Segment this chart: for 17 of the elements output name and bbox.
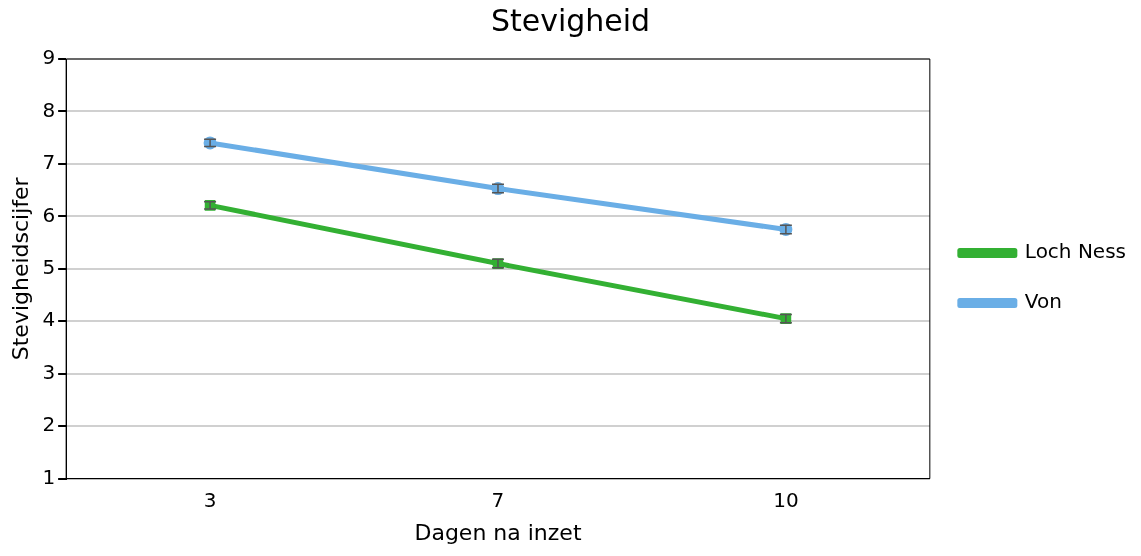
x-tick-label: 3 bbox=[203, 487, 217, 512]
y-tick-label: 2 bbox=[42, 412, 56, 437]
y-tick-label: 8 bbox=[42, 97, 56, 122]
y-tick-label: 3 bbox=[42, 359, 56, 384]
y-tick-label: 6 bbox=[42, 202, 56, 227]
legend-label: Von bbox=[1024, 289, 1062, 314]
y-tick-label: 1 bbox=[42, 464, 56, 489]
y-tick-label: 5 bbox=[42, 255, 56, 279]
y-tick-label: 9 bbox=[42, 45, 56, 70]
x-tick-label: 10 bbox=[773, 487, 799, 512]
legend-label: Loch Ness bbox=[1024, 239, 1127, 264]
y-axis-title: Stevigheidscijfer bbox=[7, 176, 33, 361]
chart-title: Stevigheid bbox=[490, 2, 651, 38]
y-tick-label: 7 bbox=[42, 150, 56, 175]
x-axis-title: Dagen na inzet bbox=[414, 519, 582, 545]
y-tick-label: 4 bbox=[42, 307, 56, 332]
x-tick-label: 7 bbox=[491, 487, 505, 512]
